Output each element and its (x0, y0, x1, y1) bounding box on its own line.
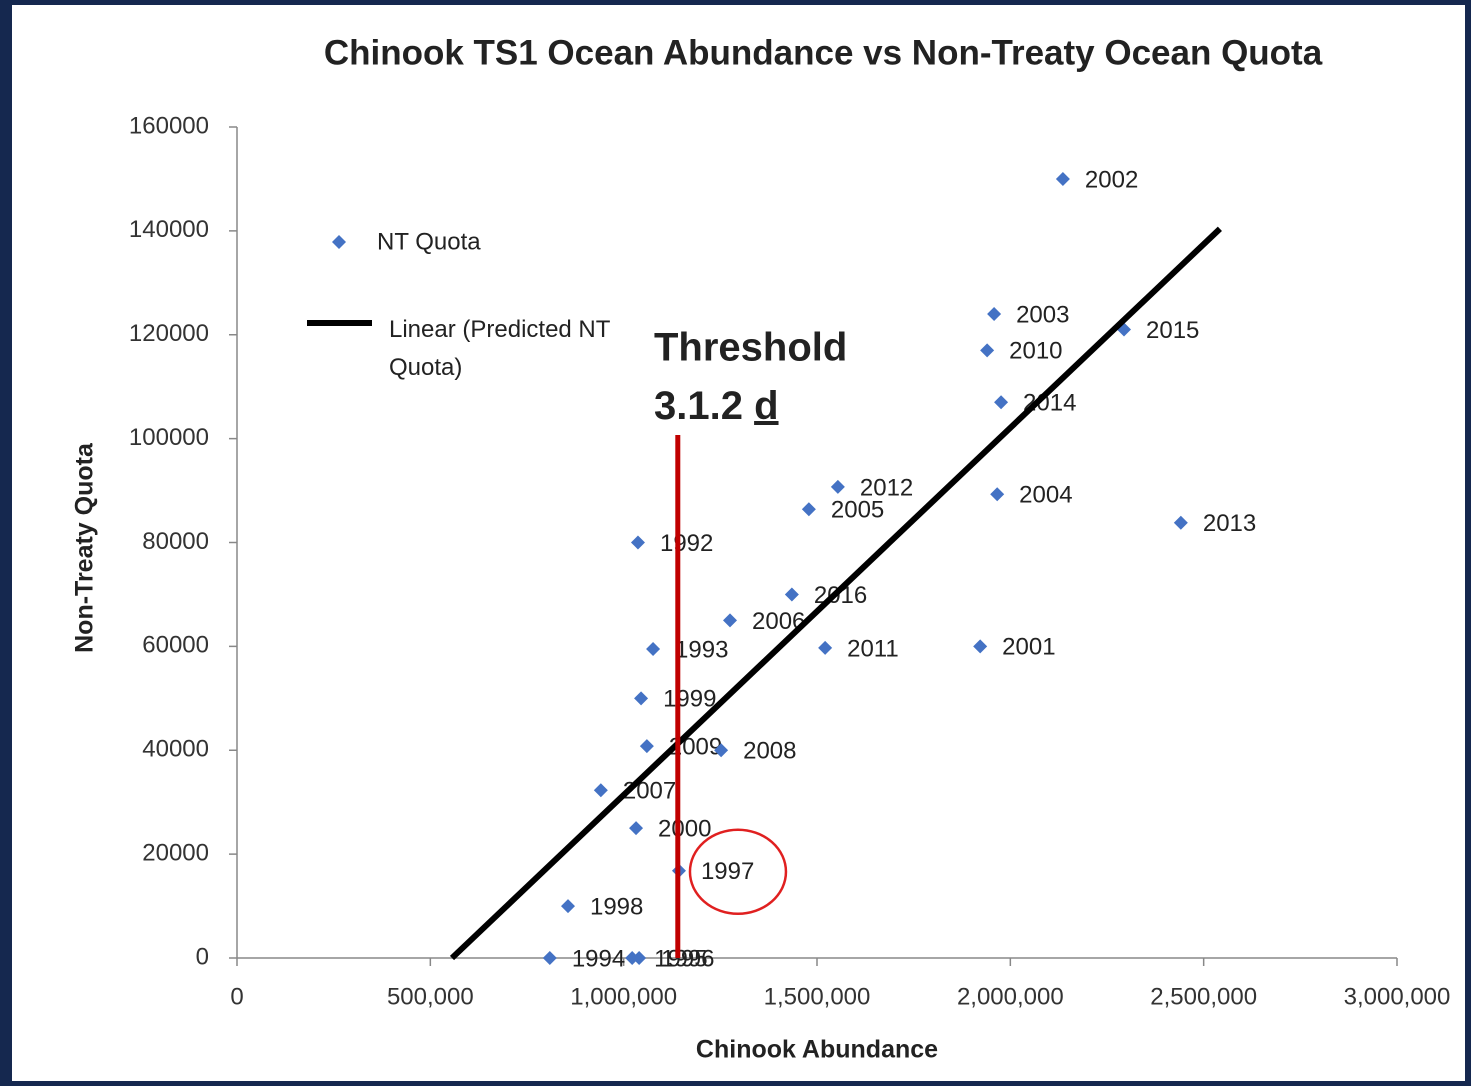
point-label: 1996 (661, 945, 714, 972)
point (593, 783, 608, 798)
y-tick-label: 100000 (129, 424, 209, 451)
point-label: 1999 (663, 686, 716, 713)
point-label: 1994 (572, 945, 625, 972)
point-label: 2005 (831, 497, 884, 524)
x-tick-label: 2,500,000 (1150, 983, 1257, 1010)
point-label: 2011 (847, 635, 899, 662)
point (990, 487, 1005, 502)
legend-label: NT Quota (377, 228, 481, 255)
panel: Chinook TS1 Ocean Abundance vs Non-Treat… (12, 5, 1465, 1081)
threshold-label: 3.1.2 d (654, 384, 779, 428)
threshold-number: 3.1.2 (654, 384, 743, 428)
point (714, 743, 729, 758)
point (630, 535, 645, 550)
legend-marker (332, 235, 346, 249)
y-tick-label: 140000 (129, 216, 209, 243)
point-label: 2004 (1019, 482, 1072, 509)
chart-title: Chinook TS1 Ocean Abundance vs Non-Treat… (324, 33, 1323, 72)
x-tick-label: 2,000,000 (957, 983, 1064, 1010)
point (818, 640, 833, 655)
point (1055, 171, 1070, 186)
point (987, 306, 1002, 321)
x-tick-label: 1,000,000 (570, 983, 677, 1010)
spacer (743, 384, 754, 428)
point (639, 739, 654, 754)
point-label: 2001 (1002, 634, 1055, 661)
point (646, 641, 661, 656)
point (973, 639, 988, 654)
x-tick-label: 1,500,000 (764, 983, 871, 1010)
point-label: 1998 (590, 893, 643, 920)
point (542, 951, 557, 965)
point-label: 2000 (658, 816, 711, 843)
point-label: 2015 (1146, 317, 1199, 344)
point-label: 1997 (701, 858, 754, 885)
chart: Chinook TS1 Ocean Abundance vs Non-Treat… (71, 33, 1451, 1064)
y-tick-label: 80000 (142, 528, 209, 555)
y-tick-label: 120000 (129, 320, 209, 347)
point (723, 613, 737, 628)
point-label: 2002 (1085, 166, 1138, 193)
point (994, 395, 1009, 410)
highlight-circle (688, 828, 788, 915)
x-tick-label: 3,000,000 (1344, 983, 1451, 1010)
point-label: 2012 (860, 474, 913, 501)
x-tick-label: 0 (230, 983, 243, 1010)
point (632, 951, 647, 965)
threshold-letter: d (754, 384, 778, 428)
point (784, 587, 799, 602)
point-label: 1993 (675, 636, 728, 663)
point (801, 502, 816, 517)
point-label: 1992 (660, 530, 713, 557)
y-tick-label: 160000 (129, 112, 209, 139)
x-axis-title: Chinook Abundance (696, 1036, 938, 1064)
point (1173, 515, 1188, 530)
y-tick-label: 60000 (142, 632, 209, 659)
point (629, 821, 644, 836)
legend-label: Linear (Predicted NT Quota) (389, 316, 610, 381)
point (980, 343, 995, 358)
point-label: 2003 (1016, 301, 1069, 328)
threshold-label: Threshold (654, 326, 847, 370)
trend-line (449, 226, 1222, 961)
point (830, 479, 845, 494)
point-label: 2010 (1009, 338, 1062, 365)
y-tick-label: 0 (196, 943, 209, 970)
y-tick-label: 20000 (142, 839, 209, 866)
y-tick-label: 40000 (142, 736, 209, 763)
point (560, 899, 575, 914)
point (634, 691, 649, 706)
y-axis-title: Non-Treaty Quota (71, 442, 99, 653)
x-tick-label: 500,000 (387, 983, 474, 1010)
point-label: 2008 (743, 738, 796, 765)
point-label: 1995 (654, 945, 707, 972)
point-label: 2013 (1203, 510, 1256, 537)
